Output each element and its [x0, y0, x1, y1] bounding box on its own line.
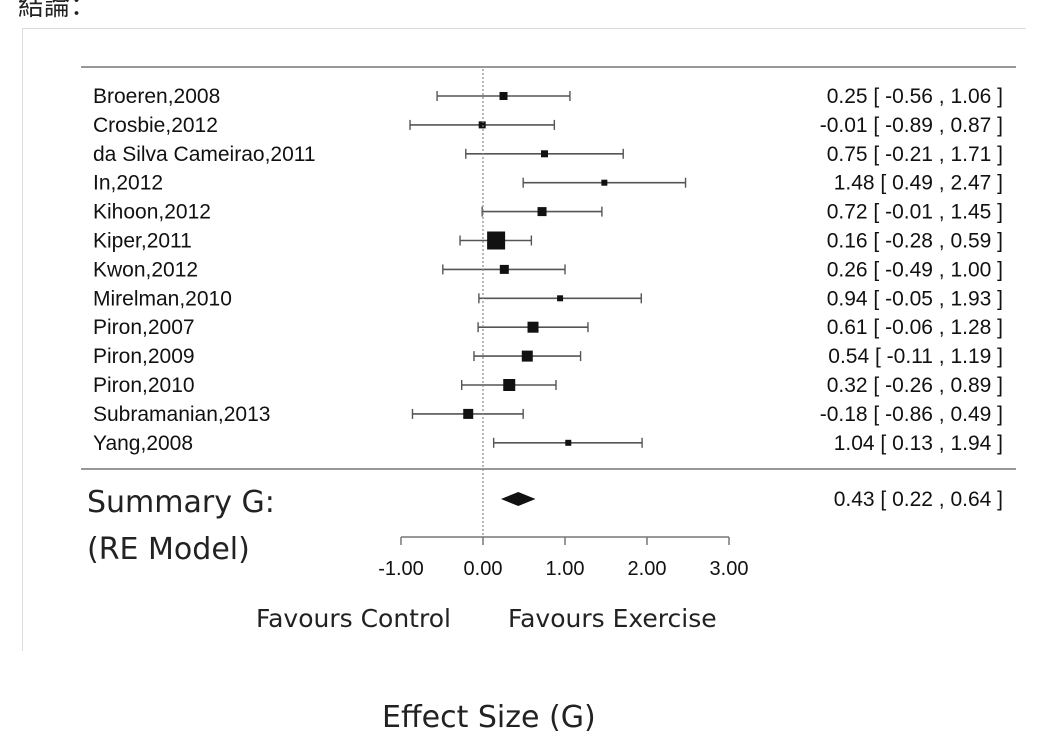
study-label: Kiper,2011 [93, 230, 192, 253]
effect-marker [541, 150, 548, 158]
effect-marker [527, 321, 539, 333]
study-label: Piron,2010 [93, 374, 195, 397]
effect-marker [499, 92, 508, 100]
effect-marker [503, 379, 516, 391]
study-row: Subramanian,2013 -0.18 [ -0.86 , 0.49 ] [93, 403, 1003, 426]
study-row: Kwon,2012 0.26 [ -0.49 , 1.00 ] [93, 258, 1003, 281]
effect-ci-text: 0.61 [ -0.06 , 1.28 ] [827, 316, 1003, 339]
summary-model-label: (RE Model) [87, 532, 250, 567]
study-label: Crosbie,2012 [93, 114, 218, 137]
favours-exercise-label: Favours Exercise [508, 604, 717, 633]
study-rows: Broeren,2008 0.25 [ -0.56 , 1.06 ] Crosbie… [93, 85, 1003, 455]
study-row: Piron,2009 0.54 [ -0.11 , 1.19 ] [93, 345, 1003, 368]
study-label: Kwon,2012 [93, 258, 198, 281]
x-tick-label: 1.00 [546, 558, 585, 580]
effect-ci-text: 0.72 [ -0.01 , 1.45 ] [827, 201, 1003, 224]
study-row: Mirelman,2010 0.94 [ -0.05 , 1.93 ] [93, 287, 1003, 310]
summary-label: Summary G: [87, 485, 275, 520]
effect-marker [565, 439, 572, 446]
study-label: Broeren,2008 [93, 85, 220, 108]
effect-ci-text: 0.75 [ -0.21 , 1.71 ] [827, 143, 1003, 166]
study-label: In,2012 [93, 172, 163, 195]
study-row: Crosbie,2012 -0.01 [ -0.89 , 0.87 ] [93, 114, 1003, 137]
x-tick-label: 0.00 [464, 558, 503, 580]
study-label: Kihoon,2012 [93, 201, 211, 224]
x-tick-label: 2.00 [628, 558, 667, 580]
effect-marker [478, 121, 486, 129]
x-tick-label: -1.00 [378, 558, 424, 580]
study-row: In,2012 1.48 [ 0.49 , 2.47 ] [93, 172, 1003, 195]
study-row: Piron,2010 0.32 [ -0.26 , 0.89 ] [93, 374, 1003, 397]
favours-control-label: Favours Control [256, 604, 451, 633]
forest-plot: Broeren,2008 0.25 [ -0.56 , 1.06 ] Crosbie… [81, 66, 1016, 580]
effect-marker [487, 231, 506, 250]
effect-ci-text: 0.94 [ -0.05 , 1.93 ] [827, 287, 1003, 310]
forest-plot-panel: Broeren,2008 0.25 [ -0.56 , 1.06 ] Crosbie… [22, 28, 1026, 651]
effect-marker [601, 179, 608, 186]
summary-diamond [501, 492, 536, 506]
effect-ci-text: -0.01 [ -0.89 , 0.87 ] [820, 114, 1003, 137]
x-axis: -1.00 0.00 1.00 2.00 3.00 [378, 69, 748, 580]
study-label: Mirelman,2010 [93, 287, 232, 310]
x-axis-label: Effect Size (G) [382, 700, 596, 735]
summary-row: 0.43 [ 0.22 , 0.64 ] [501, 488, 1003, 511]
effect-ci-text: 0.32 [ -0.26 , 0.89 ] [827, 374, 1003, 397]
study-label: Subramanian,2013 [93, 403, 270, 426]
effect-ci-text: -0.18 [ -0.86 , 0.49 ] [820, 403, 1003, 426]
effect-ci-text: 0.25 [ -0.56 , 1.06 ] [827, 85, 1003, 108]
effect-marker [557, 295, 564, 302]
study-row: Kiper,2011 0.16 [ -0.28 , 0.59 ] [93, 230, 1003, 253]
effect-marker [499, 264, 509, 274]
study-label: Yang,2008 [93, 432, 193, 455]
study-row: Kihoon,2012 0.72 [ -0.01 , 1.45 ] [93, 201, 1003, 224]
effect-ci-text: 0.26 [ -0.49 , 1.00 ] [827, 258, 1003, 281]
study-row: da Silva Cameirao,2011 0.75 [ -0.21 , 1.7… [93, 143, 1003, 166]
effect-marker [463, 408, 474, 419]
study-row: Yang,2008 1.04 [ 0.13 , 1.94 ] [93, 432, 1003, 455]
effect-ci-text: 0.54 [ -0.11 , 1.19 ] [828, 345, 1003, 368]
study-label: da Silva Cameirao,2011 [93, 143, 316, 166]
effect-ci-text: 1.48 [ 0.49 , 2.47 ] [834, 172, 1003, 195]
study-label: Piron,2009 [93, 345, 195, 368]
effect-marker [537, 207, 547, 217]
top-text-fragment: 結論： [18, 0, 97, 22]
effect-ci-text: 0.16 [ -0.28 , 0.59 ] [827, 230, 1003, 253]
effect-marker [521, 350, 533, 362]
study-label: Piron,2007 [93, 316, 195, 339]
summary-ci-text: 0.43 [ 0.22 , 0.64 ] [834, 488, 1003, 511]
x-tick-label: 3.00 [710, 558, 749, 580]
study-row: Piron,2007 0.61 [ -0.06 , 1.28 ] [93, 316, 1003, 339]
study-row: Broeren,2008 0.25 [ -0.56 , 1.06 ] [93, 85, 1003, 108]
effect-ci-text: 1.04 [ 0.13 , 1.94 ] [834, 432, 1003, 455]
